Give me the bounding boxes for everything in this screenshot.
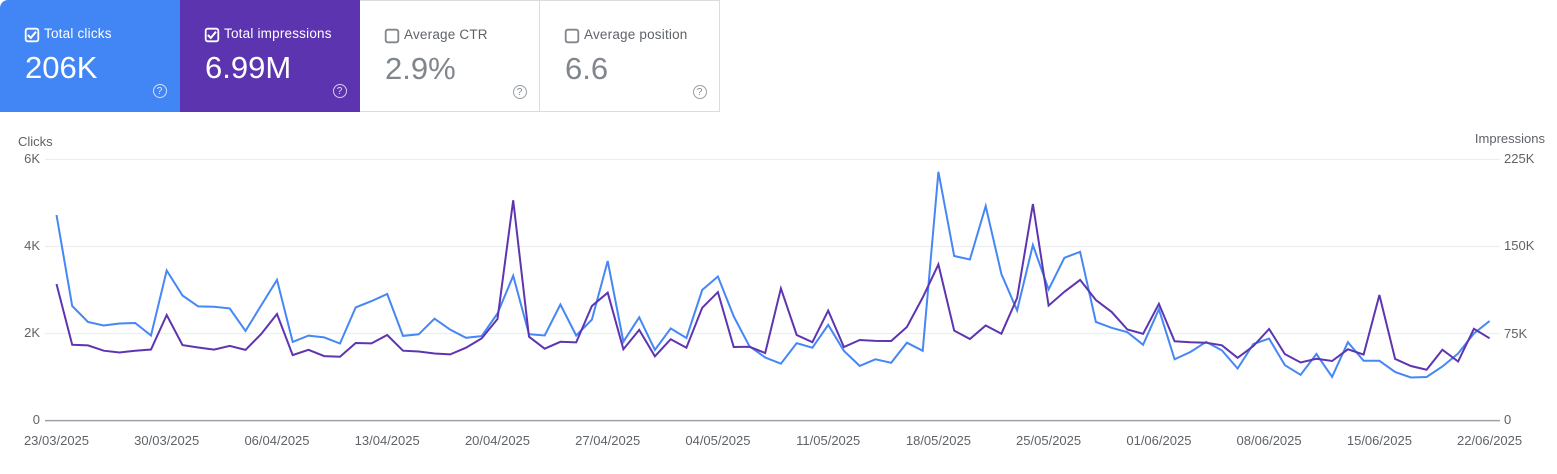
svg-text:75K: 75K [1504, 326, 1527, 341]
svg-text:0: 0 [33, 412, 40, 427]
svg-text:18/05/2025: 18/05/2025 [906, 433, 971, 448]
svg-text:22/06/2025: 22/06/2025 [1457, 433, 1522, 448]
svg-text:23/03/2025: 23/03/2025 [24, 433, 89, 448]
svg-text:27/04/2025: 27/04/2025 [575, 433, 640, 448]
svg-text:225K: 225K [1504, 151, 1535, 166]
svg-text:15/06/2025: 15/06/2025 [1347, 433, 1412, 448]
svg-text:08/06/2025: 08/06/2025 [1237, 433, 1302, 448]
svg-text:25/05/2025: 25/05/2025 [1016, 433, 1081, 448]
svg-text:04/05/2025: 04/05/2025 [685, 433, 750, 448]
svg-text:Impressions: Impressions [1475, 131, 1546, 146]
svg-text:30/03/2025: 30/03/2025 [134, 433, 199, 448]
svg-text:Clicks: Clicks [18, 134, 53, 149]
svg-text:13/04/2025: 13/04/2025 [355, 433, 420, 448]
svg-text:150K: 150K [1504, 238, 1535, 253]
svg-text:20/04/2025: 20/04/2025 [465, 433, 530, 448]
svg-text:6K: 6K [24, 151, 40, 166]
svg-text:0: 0 [1504, 412, 1511, 427]
svg-text:11/05/2025: 11/05/2025 [796, 433, 860, 448]
svg-text:06/04/2025: 06/04/2025 [244, 433, 309, 448]
svg-text:4K: 4K [24, 238, 40, 253]
svg-text:01/06/2025: 01/06/2025 [1126, 433, 1191, 448]
svg-text:2K: 2K [24, 325, 40, 340]
